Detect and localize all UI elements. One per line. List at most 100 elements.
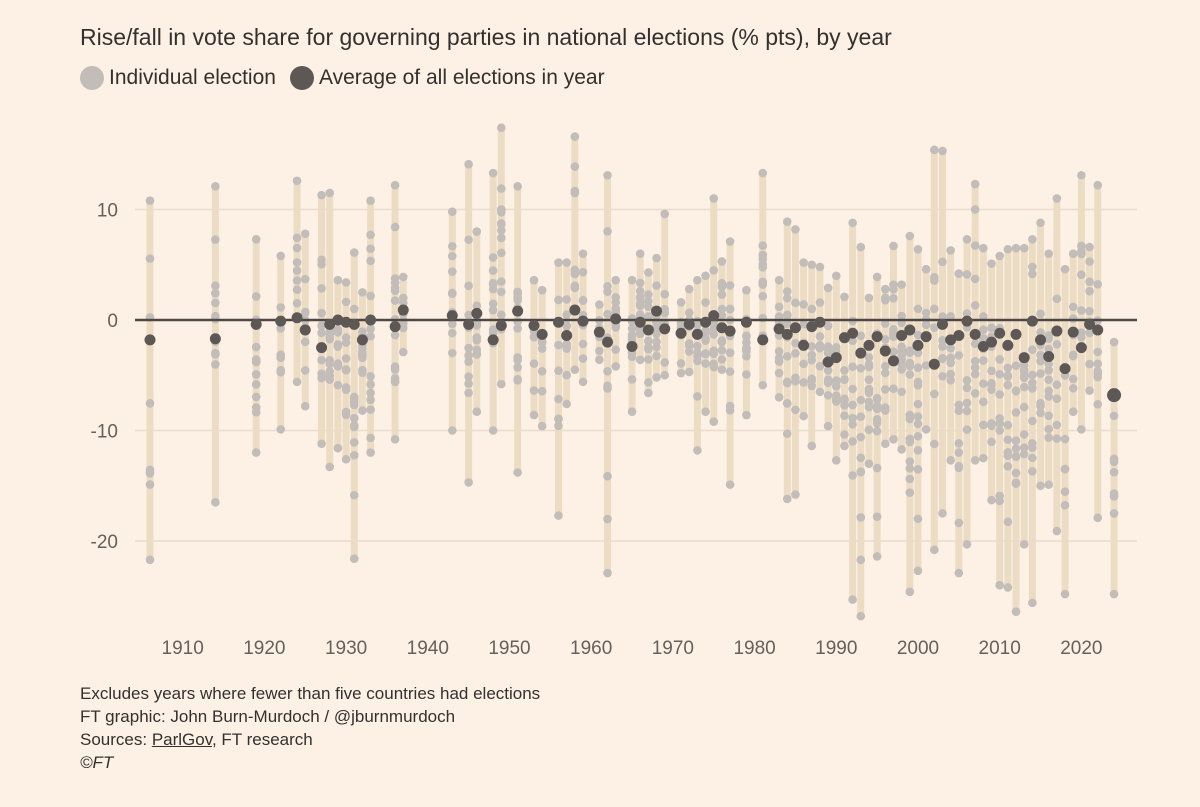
individual-election-dot xyxy=(930,304,939,314)
average-dot xyxy=(610,313,622,325)
individual-election-dot xyxy=(603,366,612,376)
individual-election-dot xyxy=(251,407,261,417)
individual-election-dot xyxy=(774,353,784,363)
individual-election-dot xyxy=(1019,443,1029,452)
average-dot xyxy=(781,328,793,340)
individual-election-dot xyxy=(970,369,980,379)
individual-election-dot xyxy=(684,367,694,377)
individual-election-dot xyxy=(1085,277,1094,286)
individual-election-dot xyxy=(652,323,661,333)
individual-election-dot xyxy=(782,378,792,388)
individual-election-dot xyxy=(897,344,906,354)
individual-election-dot xyxy=(1077,306,1086,315)
average-dot xyxy=(683,318,695,330)
individual-election-dot xyxy=(447,251,457,261)
individual-election-dot xyxy=(635,329,645,339)
individual-election-dot xyxy=(962,235,972,244)
individual-election-dot xyxy=(1011,408,1021,417)
individual-election-dot xyxy=(1019,430,1029,439)
individual-election-dot xyxy=(1003,244,1013,254)
individual-election-dot xyxy=(497,277,506,286)
individual-election-dot xyxy=(333,361,343,370)
individual-election-dot xyxy=(497,123,506,133)
individual-election-dot xyxy=(864,293,874,303)
average-dot xyxy=(740,316,752,328)
individual-election-dot xyxy=(725,348,735,357)
individual-election-dot xyxy=(791,490,800,499)
average-dot xyxy=(806,321,818,333)
individual-election-dot xyxy=(970,241,980,250)
individual-election-dot xyxy=(497,219,506,228)
legend-item-average: Average of all elections in year xyxy=(289,66,605,90)
average-dot xyxy=(569,304,581,316)
individual-election-dot xyxy=(554,340,563,350)
individual-election-dot xyxy=(145,399,155,408)
individual-election-dot xyxy=(1052,380,1062,389)
individual-election-dot xyxy=(815,343,825,352)
individual-election-dot xyxy=(1003,462,1013,471)
individual-election-dot xyxy=(211,281,220,291)
individual-election-dot xyxy=(954,568,964,578)
individual-election-dot xyxy=(1036,309,1045,319)
individual-election-dot xyxy=(603,471,612,481)
individual-election-dot xyxy=(398,323,408,333)
individual-election-dot xyxy=(946,375,955,385)
individual-election-dot xyxy=(1019,243,1029,253)
individual-election-dot xyxy=(1109,589,1119,599)
individual-election-dot xyxy=(358,288,367,297)
individual-election-dot xyxy=(1019,449,1029,459)
individual-election-dot xyxy=(921,308,931,318)
individual-election-dot xyxy=(554,295,563,305)
individual-election-dot xyxy=(366,433,375,443)
individual-election-dot xyxy=(864,459,874,468)
individual-election-dot xyxy=(341,366,351,375)
individual-election-dot xyxy=(611,345,620,354)
individual-election-dot xyxy=(987,259,996,268)
individual-election-dot xyxy=(995,355,1004,364)
individual-election-dot xyxy=(758,380,768,390)
individual-election-dot xyxy=(1003,517,1013,527)
individual-election-dot xyxy=(831,382,841,391)
individual-election-dot xyxy=(366,291,375,301)
individual-election-dot xyxy=(358,365,367,375)
individual-election-dot xyxy=(358,327,367,336)
individual-election-dot xyxy=(946,311,955,321)
individual-election-dot xyxy=(513,363,522,372)
individual-election-dot xyxy=(889,384,898,394)
individual-election-dot xyxy=(317,255,326,265)
individual-election-dot xyxy=(529,275,539,285)
individual-election-dot xyxy=(954,439,964,448)
individual-election-dot xyxy=(815,361,825,371)
individual-election-dot xyxy=(1036,481,1045,491)
chart-notes: Excludes years where fewer than five cou… xyxy=(80,682,540,774)
individual-election-dot xyxy=(497,208,506,217)
individual-election-dot xyxy=(447,426,457,435)
individual-election-dot xyxy=(791,225,800,234)
individual-election-dot xyxy=(390,286,400,296)
average-dot xyxy=(798,339,810,351)
average-dot xyxy=(561,329,573,341)
note-sources: Sources: ParlGov, FT research xyxy=(80,728,540,751)
average-dot xyxy=(757,334,769,346)
individual-election-dot xyxy=(603,309,612,319)
parlgov-link[interactable]: ParlGov xyxy=(151,730,212,749)
individual-election-dot xyxy=(856,331,866,341)
individual-election-dot xyxy=(774,275,784,285)
average-dot xyxy=(1051,325,1063,337)
individual-election-dot xyxy=(341,383,351,392)
average-dot xyxy=(1075,342,1087,354)
average-dot xyxy=(365,314,377,326)
individual-election-dot xyxy=(603,282,612,291)
individual-election-dot xyxy=(145,254,155,263)
individual-election-dot xyxy=(358,351,367,361)
average-dot xyxy=(299,324,311,336)
individual-election-dot xyxy=(774,393,784,402)
individual-election-dot xyxy=(921,425,931,434)
individual-election-dot xyxy=(447,319,457,329)
individual-election-dot xyxy=(946,246,955,255)
individual-election-dot xyxy=(701,336,710,346)
individual-election-dot xyxy=(946,456,955,465)
individual-election-dot xyxy=(864,402,874,412)
individual-election-dot xyxy=(717,337,727,347)
individual-election-dot xyxy=(251,392,261,402)
